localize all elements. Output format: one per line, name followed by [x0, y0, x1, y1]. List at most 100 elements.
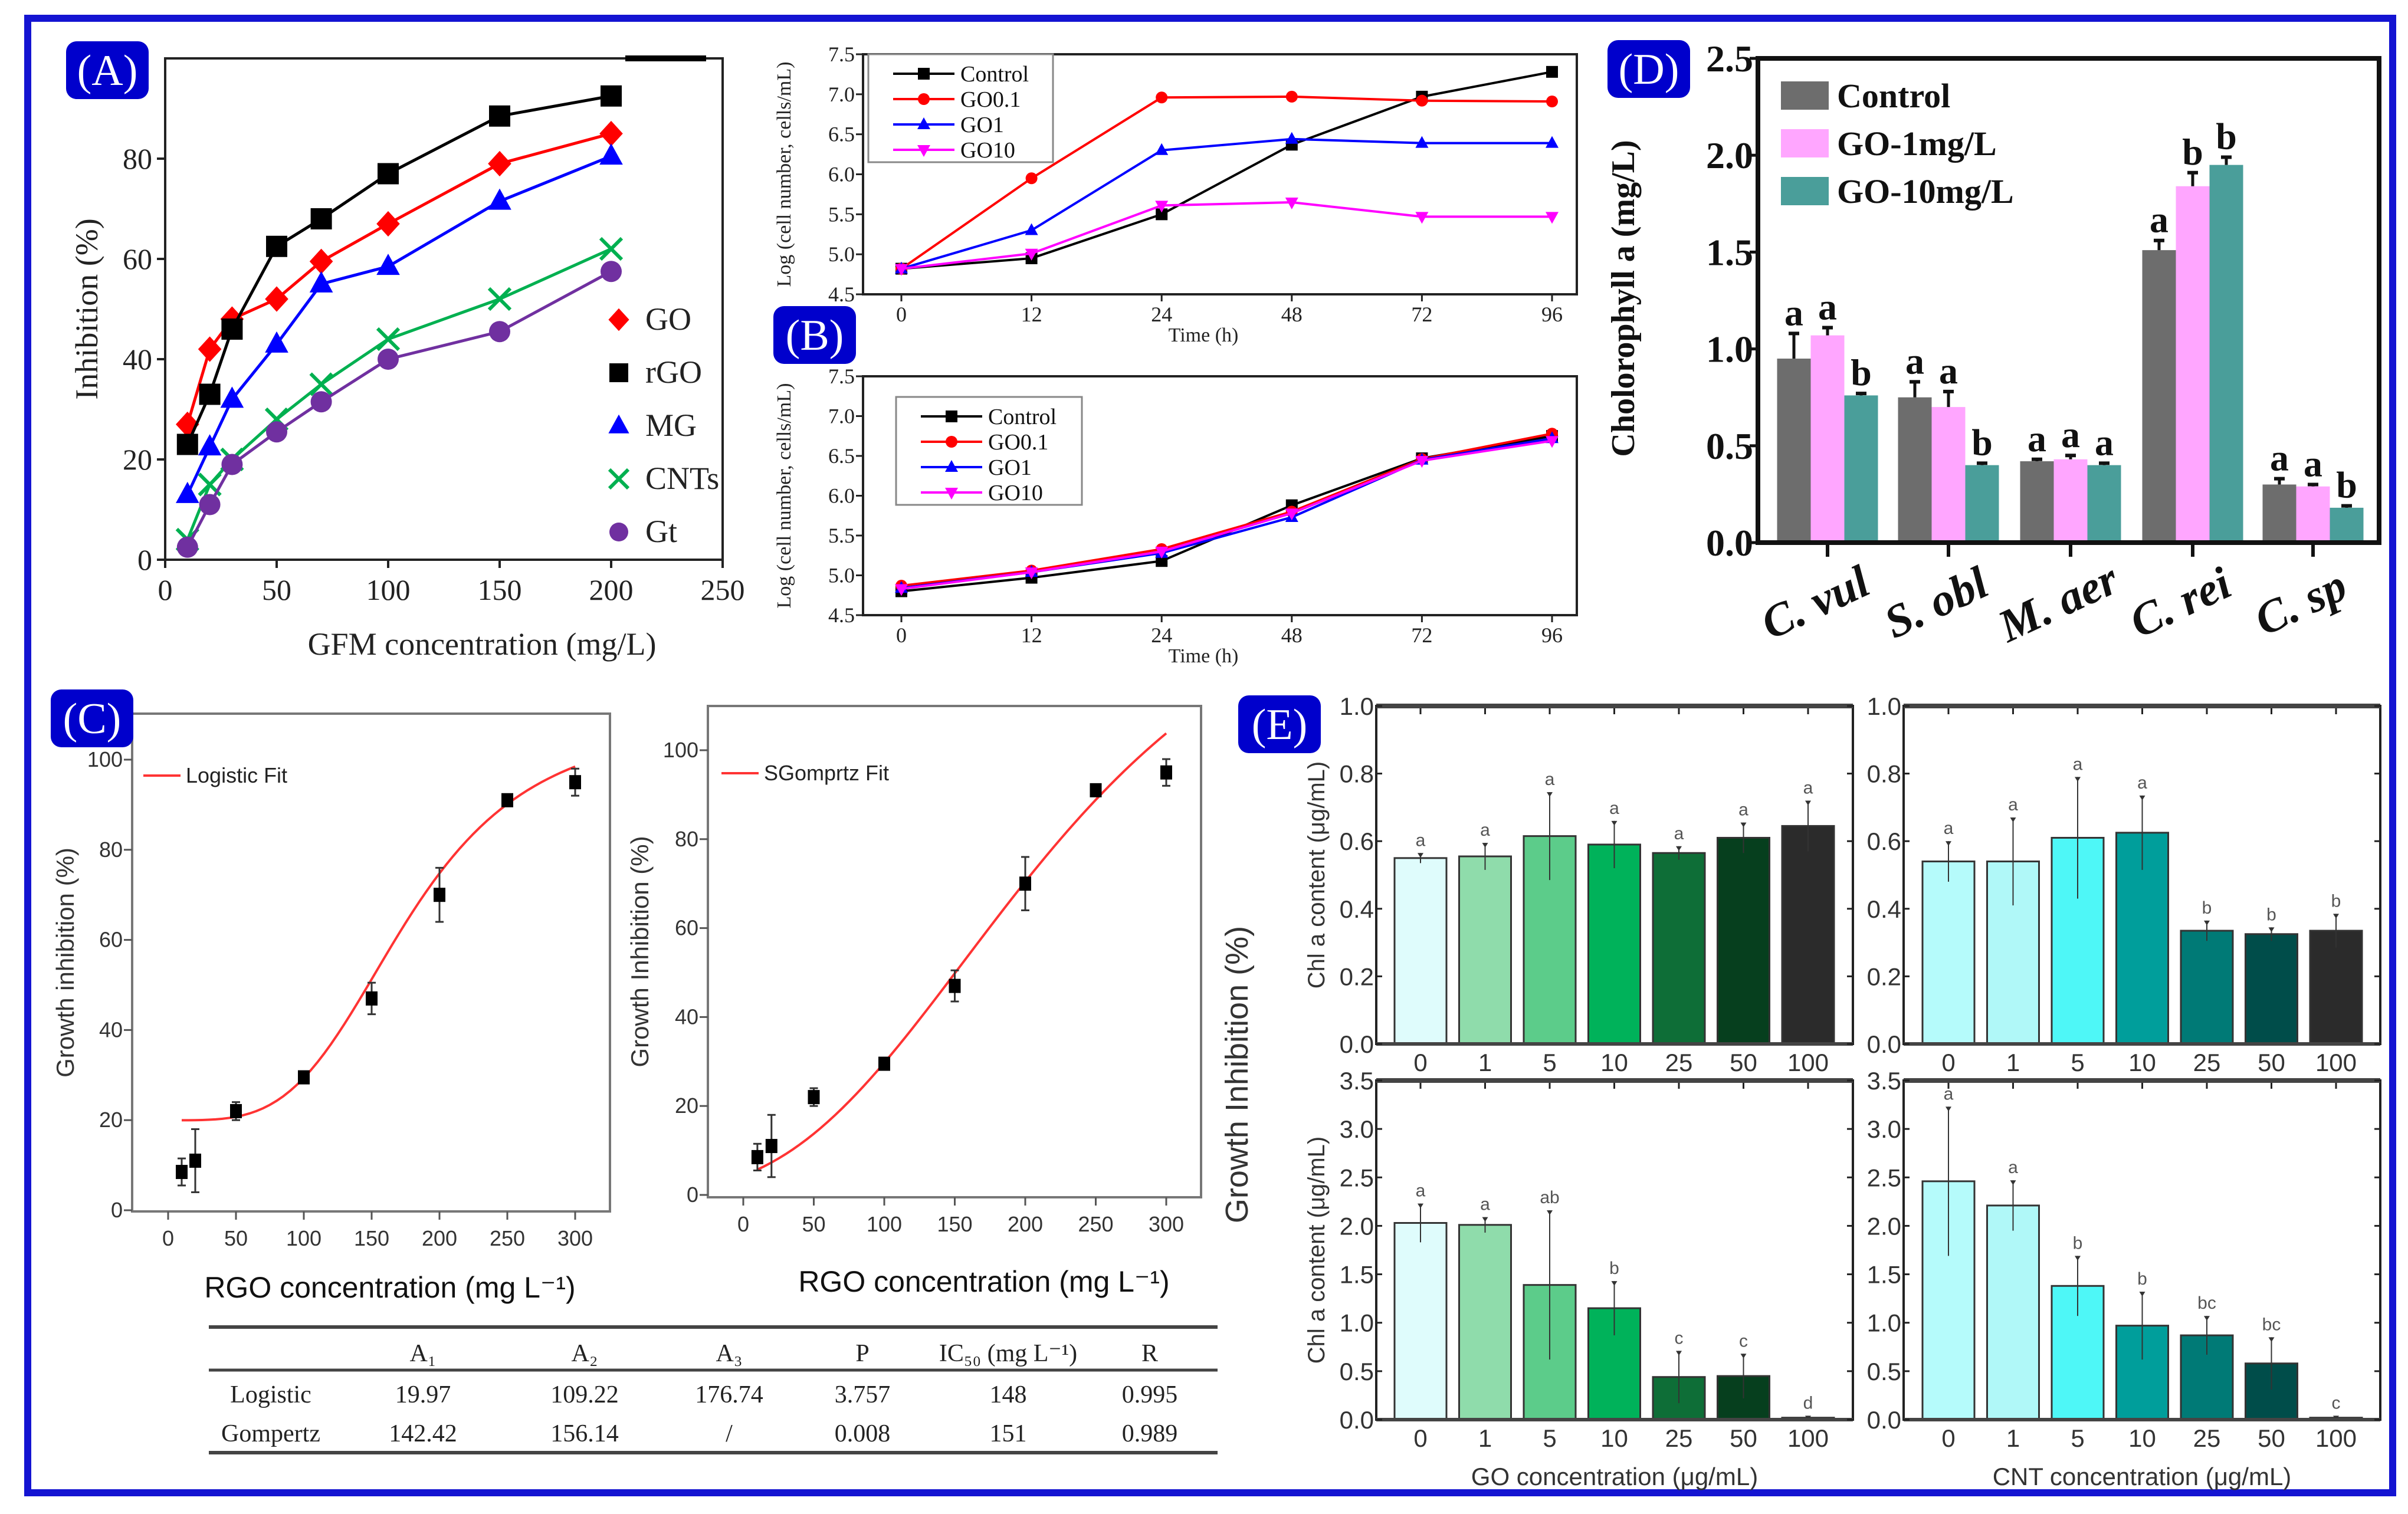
- y-tick-label: 0: [687, 1183, 698, 1207]
- data-point: [949, 978, 961, 993]
- circle-marker: [918, 93, 930, 105]
- y-tick-label: 1.0: [1867, 1309, 1901, 1337]
- x-tick-label: 0: [158, 573, 173, 606]
- bar: [2020, 461, 2054, 543]
- legend-swatch: [1781, 129, 1829, 157]
- significance-letter: a: [1480, 820, 1490, 840]
- bar: [1921, 861, 1976, 1045]
- x-tick-label: 0: [1941, 1424, 1955, 1452]
- x-tick-label: 100: [2315, 1424, 2357, 1452]
- triangle-marker: [917, 117, 930, 129]
- diamond-marker: [265, 286, 288, 312]
- significance-letter: a: [2028, 418, 2046, 459]
- category-label: S. obl: [1876, 556, 1996, 648]
- x-tick-label: 5: [1543, 1049, 1556, 1076]
- significance-letter: b: [2336, 464, 2357, 506]
- circle-marker: [1416, 94, 1428, 107]
- significance-letter: c: [1675, 1328, 1684, 1348]
- x-tick-label: 50: [2258, 1424, 2285, 1452]
- bar: [1810, 335, 1845, 543]
- significance-letter: a: [2008, 1158, 2018, 1177]
- bar: [2180, 930, 2234, 1045]
- series-line: [186, 155, 612, 495]
- series-MG: [176, 143, 623, 503]
- x-marker: [309, 372, 333, 396]
- triangle-marker: [176, 481, 199, 503]
- diamond-marker: [176, 411, 199, 438]
- error-cap: [2010, 1180, 2016, 1185]
- significance-letter: a: [2095, 421, 2114, 463]
- x-tick-label: 100: [366, 573, 411, 606]
- legend-label: Control: [960, 62, 1029, 87]
- panel-a-chart: 0 50 100 150 200 250 0 20 40 60 80 GFM concentratio…: [69, 55, 745, 662]
- x-axis-label: Time (h): [1169, 324, 1239, 346]
- error-cap: [2139, 1292, 2145, 1297]
- significance-letter: b: [2182, 131, 2203, 173]
- data-point: [230, 1104, 242, 1118]
- tridown-marker: [1546, 436, 1559, 448]
- panel-c-chart-4: 0 50 100 150 200 250 300 0 20 40 60 80 100 RGO concen…: [626, 705, 1202, 1298]
- error-cap: [1676, 846, 1682, 851]
- bar: [2330, 507, 2364, 543]
- y-tick-label: 0.0: [1706, 522, 1753, 564]
- significance-letter: a: [2061, 413, 2080, 455]
- error-cap: [1611, 1281, 1618, 1286]
- data-point: [189, 1153, 201, 1168]
- significance-letter: bc: [2262, 1315, 2281, 1334]
- x-tick-label: 250: [701, 573, 745, 606]
- error-cap: [1676, 1351, 1682, 1356]
- panel-e-chart-7: a 0 a 1 a 5 a 10 a 25 a 50 a 100 0.0 0.2 0.4 0.6 0.8 1.0 Chl…: [1304, 692, 1854, 1076]
- data-point: [751, 1150, 763, 1164]
- significance-letter: a: [1944, 819, 1954, 838]
- table-header: A₁: [410, 1340, 437, 1367]
- series-GO10: [895, 197, 1559, 276]
- square-marker: [1156, 208, 1168, 221]
- x-tick-label: 25: [1665, 1049, 1693, 1076]
- x-tick-label: 10: [1600, 1049, 1628, 1076]
- error-cap: [1547, 1210, 1553, 1216]
- x-tick-label: 25: [2193, 1424, 2221, 1452]
- panel-label-a: (A): [66, 41, 149, 99]
- table-cell: 156.14: [550, 1420, 619, 1447]
- significance-letter: c: [1739, 1331, 1748, 1351]
- tridown-marker: [1155, 201, 1169, 213]
- x-tick-label: 150: [478, 573, 522, 606]
- y-tick-label: 5.0: [828, 242, 855, 266]
- legend-label: GO1: [960, 113, 1004, 137]
- series-GO10: [895, 436, 1559, 596]
- x-tick-label: 72: [1411, 303, 1432, 326]
- panel-label-bg: [773, 306, 856, 364]
- data-point: [878, 1056, 890, 1071]
- y-axis-label: Chl a content (μg/mL): [1304, 1137, 1330, 1364]
- significance-letter: d: [1803, 1393, 1813, 1413]
- y-tick-label: 20: [123, 443, 152, 476]
- x-tick-label: 24: [1151, 303, 1172, 326]
- y-tick-label: 0.0: [1340, 1406, 1374, 1434]
- circle-marker: [489, 321, 510, 343]
- bar: [2309, 930, 2363, 1045]
- y-tick-label: 1.5: [1340, 1261, 1374, 1289]
- table-cell: 151: [990, 1420, 1027, 1447]
- y-tick-label: 4.5: [828, 603, 855, 627]
- triangle-marker: [599, 143, 623, 165]
- y-axis-label: Log (cell number, cells/mL): [773, 383, 795, 609]
- y-tick-label: 6.5: [828, 123, 855, 146]
- significance-letter: b: [1609, 1259, 1619, 1278]
- series-CNTs: [175, 237, 624, 552]
- legend-label: GO10: [960, 138, 1015, 163]
- series-line: [901, 432, 1553, 587]
- triangle-marker: [608, 414, 629, 433]
- x-tick-label: 200: [589, 573, 634, 606]
- tridown-marker: [1025, 567, 1038, 580]
- tridown-marker: [1415, 212, 1429, 224]
- circle-marker: [609, 523, 628, 541]
- circle-marker: [946, 436, 957, 448]
- y-tick-label: 40: [675, 1004, 698, 1029]
- panel-label-e: (E): [1238, 695, 1321, 753]
- y-tick-label: 2.0: [1340, 1212, 1374, 1240]
- data-point: [176, 1165, 188, 1180]
- table-cell: 19.97: [395, 1381, 451, 1408]
- tridown-marker: [1415, 456, 1429, 468]
- legend-label: GO: [645, 301, 691, 337]
- y-tick-label: 1.0: [1340, 692, 1374, 720]
